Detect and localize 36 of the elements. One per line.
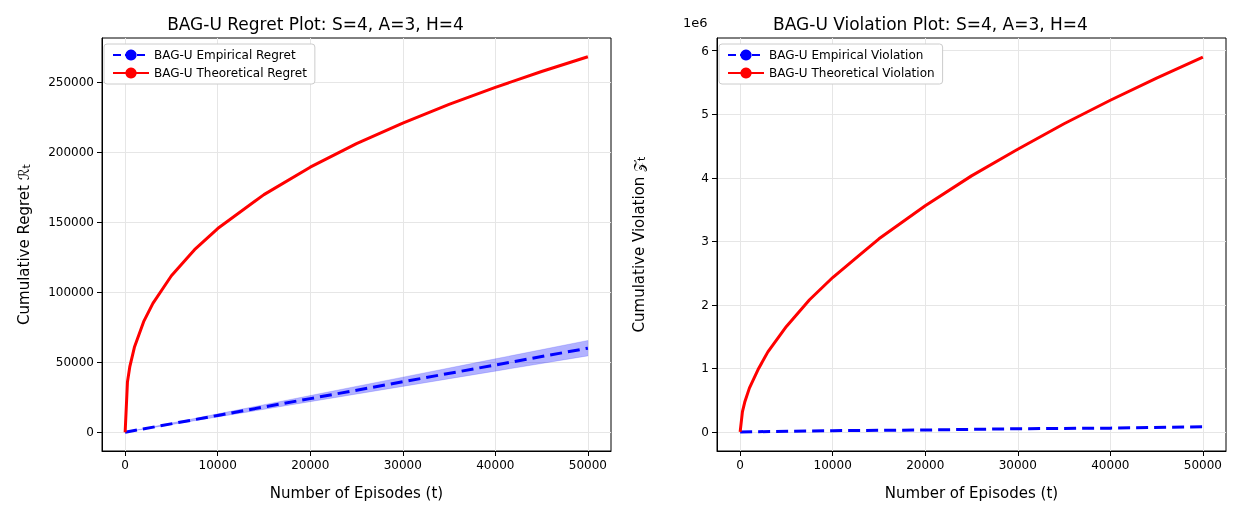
x-tick-label: 0 xyxy=(736,458,744,472)
x-tick-label: 20000 xyxy=(906,458,945,472)
x-tick-label: 30000 xyxy=(383,458,422,472)
y-tick-label: 200000 xyxy=(48,145,94,160)
y-tick-label: 4 xyxy=(701,170,709,185)
y-tick-label: 100000 xyxy=(48,285,94,300)
x-axis-title: Number of Episodes (t) xyxy=(269,483,444,502)
text: 1e6 xyxy=(683,15,708,30)
y-tick-label: 5 xyxy=(701,107,709,122)
x-tick-label: 40000 xyxy=(1091,458,1130,472)
y-tick-label: 6 xyxy=(701,43,709,58)
legend-label: BAG-U Theoretical Violation xyxy=(769,66,935,80)
chart-title: BAG-U Violation Plot: S=4, A=3, H=4 xyxy=(773,13,1088,34)
y-axis-title: Cumulative Violation 𝒵t xyxy=(629,155,648,333)
x-axis-title: Number of Episodes (t) xyxy=(884,483,1059,502)
y-tick-label: 50000 xyxy=(55,355,94,370)
y-tick-label: 2 xyxy=(701,297,709,312)
chart-title: BAG-U Regret Plot: S=4, A=3, H=4 xyxy=(167,13,464,34)
x-tick-label: 30000 xyxy=(998,458,1037,472)
y-axis-title: Cumulative Regret ℛt xyxy=(14,163,33,325)
legend-label: BAG-U Empirical Regret xyxy=(154,48,296,62)
x-tick-label: 50000 xyxy=(1183,458,1222,472)
x-tick-label: 20000 xyxy=(291,458,330,472)
x-tick-label: 10000 xyxy=(198,458,237,472)
legend-label: BAG-U Theoretical Regret xyxy=(154,66,308,80)
legend-label: BAG-U Empirical Violation xyxy=(769,48,924,62)
x-tick-label: 50000 xyxy=(568,458,607,472)
y-tick-label: 1 xyxy=(701,361,709,376)
x-tick-label: 10000 xyxy=(813,458,852,472)
y-tick-label: 250000 xyxy=(48,74,94,89)
y-tick-label: 0 xyxy=(701,424,709,439)
x-tick-label: 40000 xyxy=(476,458,515,472)
x-tick-label: 0 xyxy=(121,458,129,472)
y-tick-label: 3 xyxy=(701,234,709,249)
y-tick-label: 0 xyxy=(86,425,94,440)
y-tick-label: 150000 xyxy=(48,215,94,230)
